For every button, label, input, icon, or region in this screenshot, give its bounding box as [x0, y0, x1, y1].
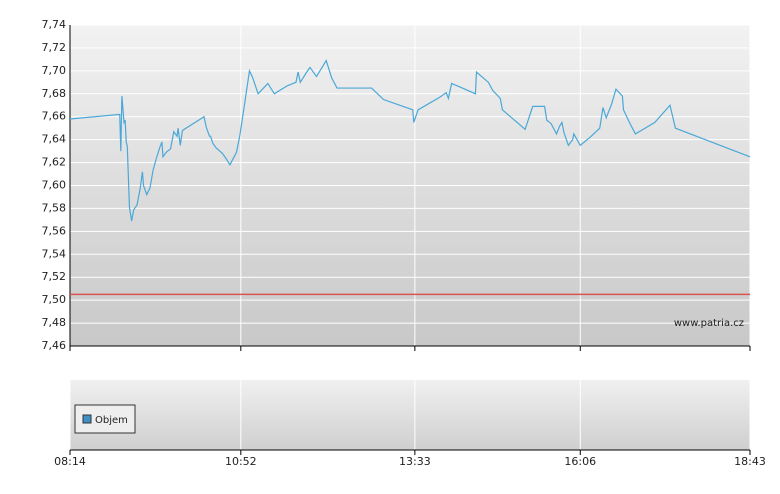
x-tick-label: 10:52 — [225, 455, 257, 468]
y-tick-label: 7,46 — [42, 339, 67, 352]
x-tick-label: 13:33 — [399, 455, 431, 468]
y-tick-label: 7,50 — [42, 293, 67, 306]
y-tick-label: 7,58 — [42, 201, 67, 214]
y-tick-label: 7,48 — [42, 316, 67, 329]
price-line — [69, 59, 751, 222]
x-tick-label: 16:06 — [564, 455, 596, 468]
x-tick-label: 18:43 — [734, 455, 766, 468]
x-tick-label: 08:14 — [54, 455, 86, 468]
y-tick-label: 7,64 — [42, 133, 67, 146]
y-tick-label: 7,72 — [42, 41, 67, 54]
y-tick-label: 7,70 — [42, 64, 67, 77]
y-tick-label: 7,68 — [42, 87, 67, 100]
y-tick-label: 7,60 — [42, 179, 67, 192]
y-tick-label: 7,56 — [42, 224, 67, 237]
y-tick-label: 7,54 — [42, 247, 67, 260]
y-tick-label: 7,62 — [42, 156, 67, 169]
y-tick-label: 7,74 — [42, 18, 67, 31]
y-tick-label: 7,52 — [42, 270, 67, 283]
y-tick-label: 7,66 — [42, 110, 67, 123]
legend-label: Objem — [95, 415, 128, 426]
legend-swatch — [82, 414, 92, 424]
volume-area — [70, 380, 750, 450]
watermark: www.patria.cz — [674, 318, 744, 329]
